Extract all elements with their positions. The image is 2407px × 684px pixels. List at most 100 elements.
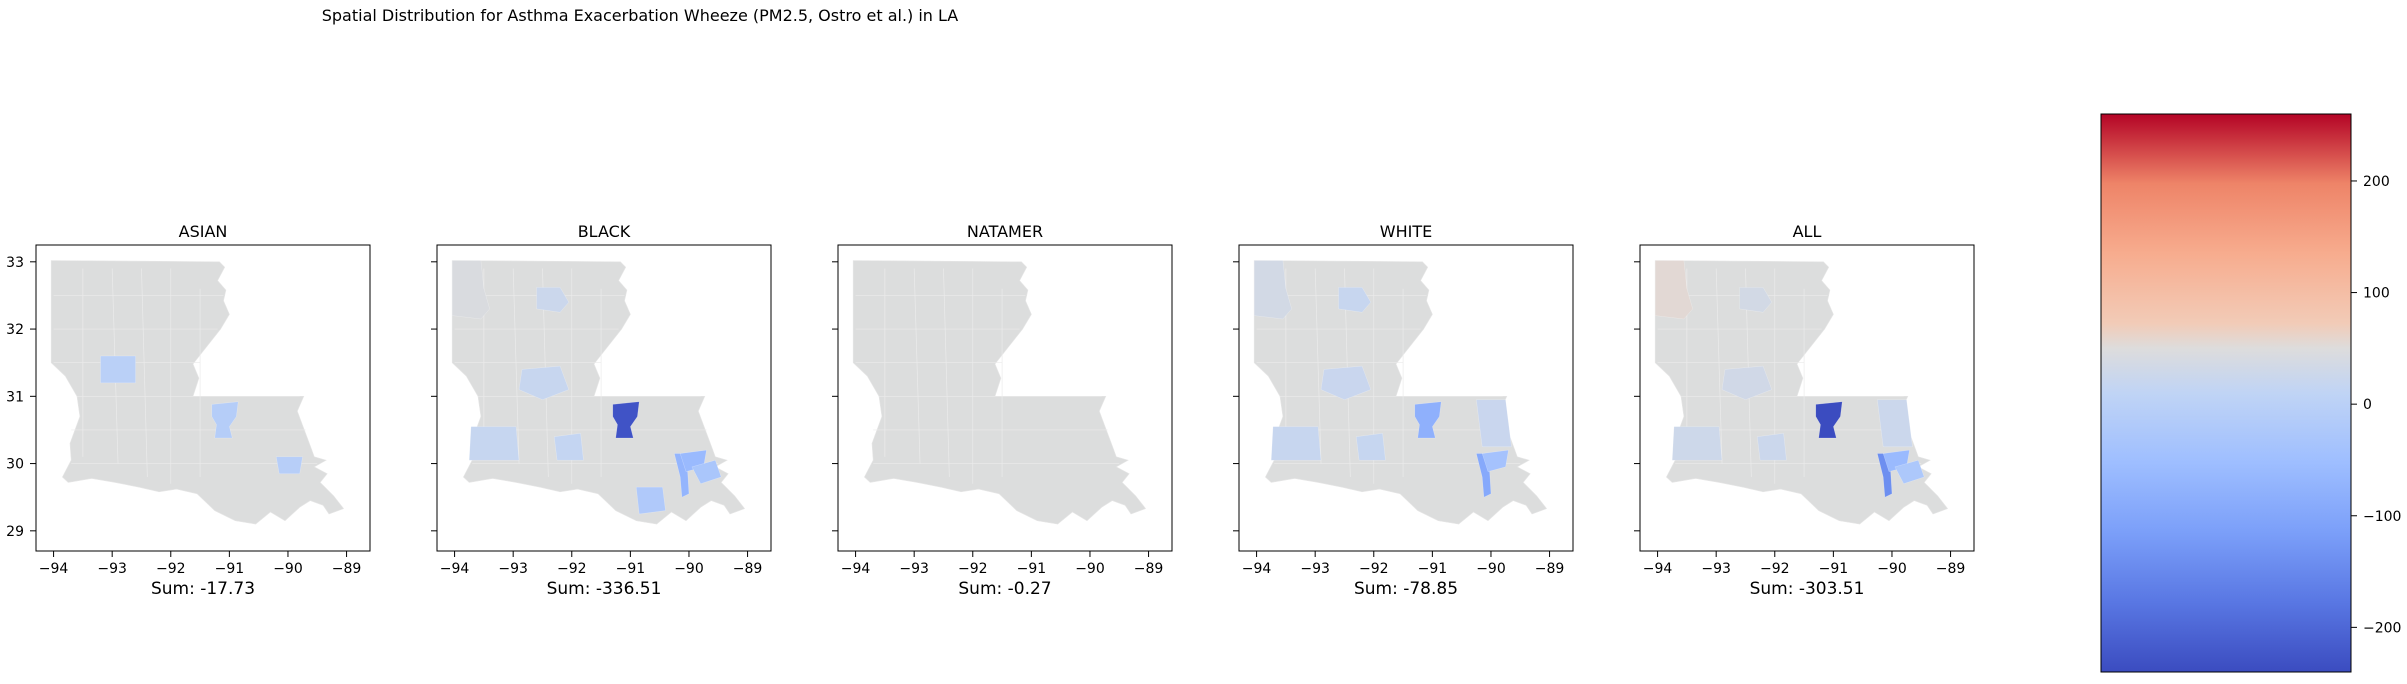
parish-baton-rouge — [612, 401, 640, 439]
panel-sum-label: Sum: -303.51 — [1750, 579, 1865, 599]
colorbar-frame — [2100, 113, 2352, 673]
x-tick-label: −93 — [1701, 561, 1731, 577]
colorbar-tick-label: −200 — [2363, 620, 2401, 636]
x-tick-label: −94 — [39, 561, 69, 577]
parish-calcasieu — [1671, 426, 1723, 461]
parish-ouachita — [1338, 287, 1372, 313]
x-tick-label: −92 — [1359, 561, 1389, 577]
x-tick-label: −92 — [156, 561, 186, 577]
axes-frame — [1238, 244, 1574, 552]
panel-sum-label: Sum: -17.73 — [151, 579, 255, 599]
x-tick-label: −94 — [841, 561, 871, 577]
x-tick-label: −94 — [440, 561, 470, 577]
x-tick-label: −92 — [958, 561, 988, 577]
x-tick-label: −94 — [1242, 561, 1272, 577]
parish-boundaries — [53, 268, 318, 484]
state-outline — [852, 260, 1147, 525]
parish-caddo — [451, 260, 490, 320]
parish-calcasieu — [1270, 426, 1322, 461]
x-tick-label: −90 — [1877, 561, 1907, 577]
x-tick-label: −90 — [674, 561, 704, 577]
x-tick-label: −93 — [1300, 561, 1330, 577]
panel-title: NATAMER — [967, 222, 1043, 241]
y-tick-label: 30 — [6, 457, 24, 473]
colorbar: 200 100 0 −100 −200 — [2100, 113, 2401, 673]
parish-new-orleans — [275, 456, 303, 474]
state-outline — [1253, 260, 1548, 525]
y-tick-label: 31 — [6, 389, 24, 405]
parish-baton-rouge — [1815, 401, 1843, 439]
parish-lafayette — [553, 433, 584, 461]
panel-title: ALL — [1793, 222, 1822, 241]
parish-rapides — [1320, 365, 1372, 400]
parish-rapides — [1721, 365, 1773, 400]
parish-calcasieu — [468, 426, 520, 461]
parish-lafayette — [1756, 433, 1787, 461]
x-tick-label: −89 — [1134, 561, 1164, 577]
x-tick-label: −91 — [1017, 561, 1047, 577]
axes-frame — [436, 244, 772, 552]
map-panels: ASIAN −94 −93 −92 −91 −90 −89 33 32 31 30 29 Sum: -1… — [6, 222, 1975, 599]
x-tick-label: −93 — [97, 561, 127, 577]
x-tick-label: −93 — [498, 561, 528, 577]
panel-sum-label: Sum: -78.85 — [1354, 579, 1458, 599]
x-tick-label: −91 — [1819, 561, 1849, 577]
colorbar-tick-label: 100 — [2363, 286, 2390, 302]
map-panel-asian: ASIAN −94 −93 −92 −91 −90 −89 33 32 31 30 29 Sum: -1… — [6, 222, 371, 599]
parish-baton-rouge — [1414, 401, 1442, 439]
parish-lafayette — [1355, 433, 1386, 461]
x-tick-label: −89 — [1936, 561, 1966, 577]
map-panel-white: WHITE −94 −93 −92 −91 −90 −89 Sum: -78.85 — [1233, 222, 1574, 599]
map-panel-natamer: NATAMER −94 −93 −92 −91 −90 −89 Sum: -0.27 — [832, 222, 1173, 599]
parish-boundaries — [855, 268, 1120, 484]
panel-sum-label: Sum: -336.51 — [547, 579, 662, 599]
parish-st-tammany — [1476, 399, 1512, 448]
parish-ouachita — [536, 287, 570, 313]
parish-west — [100, 355, 136, 384]
parish-caddo — [1253, 260, 1292, 320]
parish-st-bernard — [691, 459, 722, 485]
x-tick-label: −92 — [1760, 561, 1790, 577]
colorbar-ticks: 200 100 0 −100 −200 — [2351, 174, 2401, 636]
parish-terrebonne — [635, 486, 666, 515]
x-tick-label: −91 — [616, 561, 646, 577]
x-tick-label: −90 — [273, 561, 303, 577]
colorbar-tick-label: 0 — [2363, 397, 2372, 413]
y-tick-label: 32 — [6, 322, 24, 338]
x-tick-label: −89 — [733, 561, 763, 577]
figure-title: Spatial Distribution for Asthma Exacerba… — [322, 6, 959, 25]
parish-st-bernard — [1894, 459, 1925, 485]
axes-frame — [1639, 244, 1975, 552]
panel-title: BLACK — [578, 222, 631, 241]
panel-title: WHITE — [1380, 222, 1432, 241]
x-tick-label: −91 — [215, 561, 245, 577]
axes-frame — [837, 244, 1173, 552]
x-tick-label: −90 — [1476, 561, 1506, 577]
parish-caddo — [1654, 260, 1693, 320]
parish-orleans — [1481, 449, 1509, 472]
state-outline — [1654, 260, 1949, 525]
x-tick-label: −90 — [1075, 561, 1105, 577]
y-tick-label: 29 — [6, 524, 24, 540]
x-tick-label: −92 — [557, 561, 587, 577]
colorbar-tick-label: 200 — [2363, 174, 2390, 190]
parish-rapides — [518, 365, 570, 400]
state-outline — [451, 260, 746, 525]
x-tick-label: −91 — [1418, 561, 1448, 577]
panel-title: ASIAN — [179, 222, 228, 241]
panel-sum-label: Sum: -0.27 — [958, 579, 1051, 599]
colorbar-tick-label: −100 — [2363, 509, 2401, 525]
parish-ouachita — [1739, 287, 1773, 313]
map-panel-black: BLACK −94 −93 −92 −91 −90 −89 Sum: -336.51 — [431, 222, 772, 599]
x-tick-label: −94 — [1643, 561, 1673, 577]
colorbar-gradient — [2101, 114, 2351, 672]
axes-frame — [35, 244, 371, 552]
y-tick-label: 33 — [6, 255, 24, 271]
map-panel-all: ALL −94 −93 −92 −91 −90 −89 Sum: -303.51 — [1634, 222, 1975, 599]
x-tick-label: −93 — [899, 561, 929, 577]
parish-baton-rouge — [211, 401, 239, 439]
parish-st-tammany — [1877, 399, 1913, 448]
x-tick-label: −89 — [332, 561, 362, 577]
x-tick-label: −89 — [1535, 561, 1565, 577]
